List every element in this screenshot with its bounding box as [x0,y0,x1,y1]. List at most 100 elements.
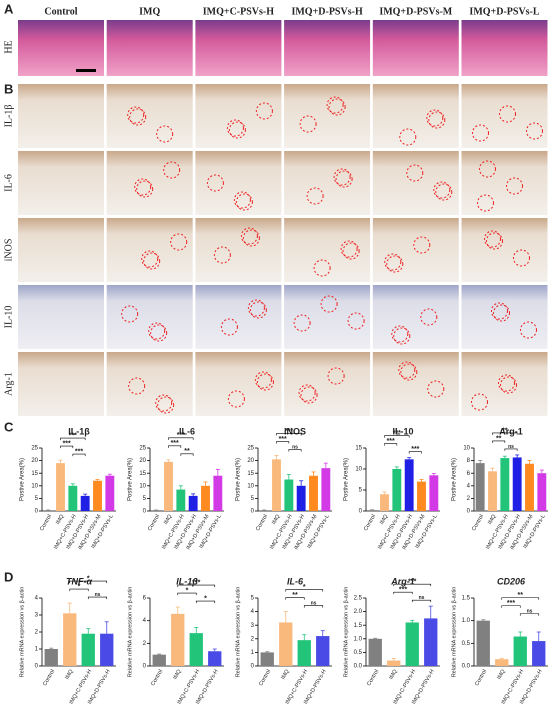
x-tick-label: IMQ [388,668,399,681]
region-circle [129,108,147,126]
column-header: IMQ+D-PSVs-L [469,6,539,17]
significance-label: *** [285,428,293,435]
x-tick-label: Control [39,514,53,532]
ihc-image [461,352,548,416]
region-circle [136,180,154,198]
ihc-image [372,285,459,349]
bar [56,463,65,511]
region-circle [477,194,494,212]
region-circle [513,249,530,267]
y-axis-label: Postive Area(%) [20,458,26,501]
y-tick-label: 0 [143,664,147,670]
chart-title: Arg-1 [390,576,415,586]
significance-label: *** [69,432,77,439]
region-circle [156,125,174,143]
region-circle [486,232,503,250]
region-circle [213,246,231,264]
bar [387,660,401,666]
bar [405,622,419,666]
chart-title: IL-6 [287,576,304,586]
significance-bracket [177,584,216,588]
significance-label: *** [387,438,395,445]
significance-label: ** [502,427,508,434]
region-circle [226,119,244,137]
significance-label: ** [184,448,190,455]
bar [368,638,382,666]
significance-bracket [492,432,518,435]
y-tick-label: 2.5 [354,596,363,602]
y-tick-label: 0 [35,509,39,515]
bar [488,471,497,511]
ihc-image [18,285,104,349]
region-circle [240,227,258,245]
significance-bracket [384,435,410,438]
ihc-image [195,84,282,148]
significance-bracket [276,433,302,436]
region-circle [484,230,501,248]
region-circle [335,170,353,188]
bar [68,485,78,511]
y-tick-label: 8 [467,458,471,464]
region-circle [155,394,173,412]
y-axis-label: Postive Area(%) [344,458,350,501]
significance-label: *** [411,446,419,453]
he-image [18,20,104,76]
y-tick-label: 6 [143,596,147,602]
significance-bracket [72,453,86,457]
he-image [372,20,459,76]
ihc-image [284,151,371,215]
bar [80,495,90,511]
bar [260,652,274,666]
bar [367,510,377,511]
region-circle [247,299,265,317]
region-circle [384,253,402,271]
significance-bracket [285,589,324,592]
x-tick-label: Control [150,669,164,687]
significance-bracket [501,605,521,608]
region-circle [148,322,166,340]
panel-label: B [4,81,13,96]
y-tick-label: 25 [31,446,38,452]
bar [81,633,95,666]
column-header: IMQ+C-PSVs-H [203,6,274,17]
y-tick-label: 15 [139,471,146,477]
x-tick-label: IMQ [163,513,174,526]
bar [100,633,114,666]
ihc-image [18,218,104,282]
y-tick-label: 25 [139,446,146,452]
region-circle [143,252,161,270]
x-tick-label: IMQ [280,668,291,681]
y-tick-label: 4 [251,609,255,615]
significance-label: *** [177,432,185,439]
ihc-image [195,352,282,416]
y-tick-label: 5 [251,596,255,602]
region-circle [242,229,260,247]
he-image [461,20,548,76]
y-tick-label: 20 [31,458,38,464]
column-header: Control [44,6,77,17]
y-tick-label: 0.0 [462,664,471,670]
bar [189,633,203,666]
region-circle [300,386,318,404]
y-tick-label: 4 [143,618,147,624]
region-circle [249,301,267,319]
significance-label: * [303,584,306,591]
region-circle [498,374,515,392]
y-tick-label: 0 [251,509,255,515]
region-circle [435,183,453,201]
region-circle [499,105,516,123]
y-tick-label: 3 [251,623,255,629]
region-circle [479,160,496,178]
bar [171,613,185,666]
ihc-image [195,285,282,349]
region-circle [506,177,523,195]
ihc-image [106,84,193,148]
significance-bracket [276,441,290,444]
ihc-image [106,352,193,416]
region-circle [386,255,404,273]
region-circle [235,193,253,211]
chart-title: IL-6 [179,426,195,436]
significance-bracket [60,445,74,449]
y-tick-label: 1.0 [354,636,363,642]
region-circle [428,111,446,129]
